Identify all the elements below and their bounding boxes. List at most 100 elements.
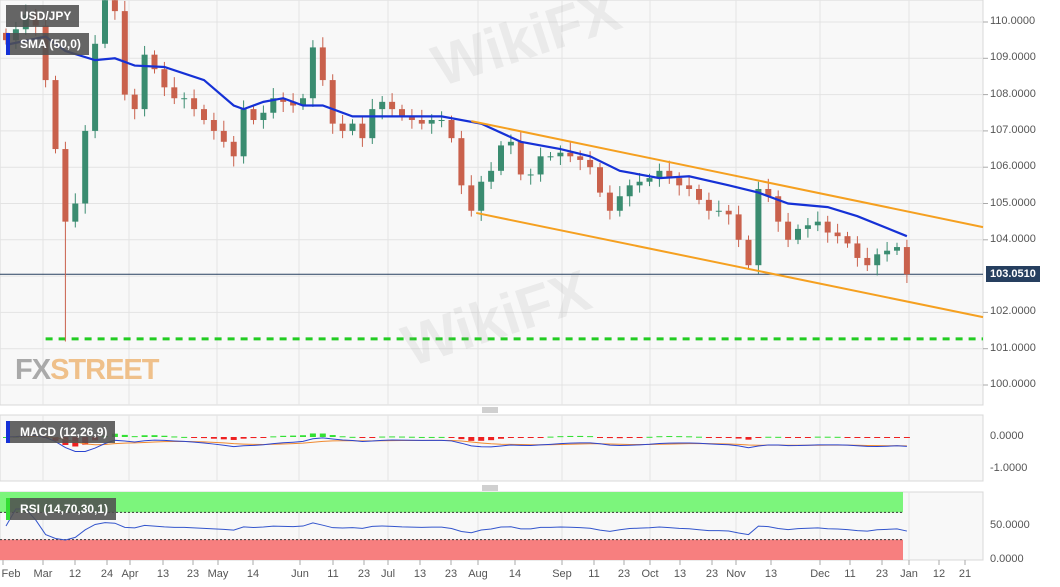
macd-histogram-bar — [418, 436, 425, 438]
candle-body — [72, 203, 79, 222]
macd-histogram-bar — [210, 437, 217, 439]
macd-histogram-bar — [339, 436, 346, 438]
candle-body — [804, 225, 811, 229]
sma-indicator-label[interactable]: SMA (50,0) — [6, 33, 89, 55]
macd-histogram-bar — [894, 437, 900, 438]
candle-body — [62, 149, 69, 222]
candle-body — [428, 120, 435, 124]
candle-body — [854, 243, 861, 258]
last-price-badge: 103.0510 — [986, 266, 1040, 282]
macd-histogram-bar — [606, 437, 613, 439]
macd-histogram-bar — [676, 436, 683, 438]
candle-body — [349, 123, 356, 131]
candle-body — [676, 178, 683, 186]
candle-body — [844, 236, 851, 244]
candle-body — [715, 210, 722, 212]
date-tick-label: Sep — [552, 568, 572, 580]
macd-tick-label: -1.0000 — [990, 462, 1028, 474]
candle-body — [696, 188, 702, 200]
macd-histogram-bar — [517, 437, 524, 438]
candle-body — [300, 98, 306, 106]
price-tick-label: 102.0000 — [990, 305, 1036, 318]
candle-body — [131, 94, 138, 110]
candle-body — [438, 120, 445, 122]
date-tick-label: Aug — [468, 568, 488, 580]
rsi-line — [5, 508, 908, 541]
channel-upper-line — [471, 120, 984, 229]
candle-body — [656, 170, 663, 179]
candle-body — [666, 170, 673, 179]
price-tick-label: 110.0000 — [990, 15, 1036, 27]
macd-histogram-bar — [478, 437, 485, 441]
macd-histogram-bar — [725, 437, 732, 438]
date-tick-label: 11 — [844, 568, 856, 580]
candle-body — [102, 0, 108, 44]
date-tick-label: 14 — [508, 568, 522, 580]
candle-body — [557, 152, 564, 157]
candle-body — [191, 98, 198, 110]
macd-histogram-bar — [290, 435, 297, 437]
candle-body — [785, 221, 792, 240]
macd-histogram-bar — [121, 434, 128, 437]
macd-histogram-bar — [765, 436, 772, 438]
macd-histogram-bar — [686, 436, 693, 438]
candle-body — [339, 123, 346, 131]
rsi-oversold-zone — [0, 539, 903, 560]
candle-body — [616, 196, 623, 211]
macd-histogram-bar — [458, 437, 465, 440]
macd-histogram-bar — [131, 436, 138, 438]
macd-histogram-bar — [557, 436, 564, 438]
candle-body — [686, 185, 693, 189]
candle-body — [755, 188, 762, 266]
candle-body — [280, 98, 287, 102]
candle-body — [141, 54, 148, 110]
macd-indicator-label[interactable]: MACD (12,26,9) — [6, 421, 116, 443]
candle-body — [181, 98, 188, 100]
date-tick-label: 13 — [673, 568, 687, 580]
date-tick-label: 13 — [156, 568, 170, 580]
macd-histogram-bar — [597, 437, 603, 438]
macd-histogram-bar — [151, 435, 158, 437]
macd-histogram-bar — [814, 436, 821, 438]
candle-body — [399, 109, 405, 117]
macd-histogram-bar — [498, 437, 504, 439]
candle-body — [408, 116, 415, 121]
macd-histogram-bar — [329, 435, 336, 437]
candle-body — [309, 47, 316, 99]
macd-histogram-bar — [448, 437, 455, 438]
date-tick-label: 23 — [357, 568, 371, 580]
candle-body — [626, 185, 633, 197]
macd-histogram-bar — [300, 435, 306, 437]
macd-histogram-bar — [834, 436, 841, 438]
candle-body — [705, 199, 712, 211]
candle-body — [290, 101, 297, 106]
date-tick-label: 11 — [588, 568, 600, 580]
candle-body — [250, 109, 257, 121]
candle-body — [260, 112, 267, 121]
macd-histogram-bar — [547, 436, 554, 438]
channel-lower-line — [476, 211, 984, 319]
candle-body — [121, 11, 128, 95]
macd-histogram-bar — [191, 437, 198, 438]
macd-line — [5, 434, 907, 453]
macd-histogram-bar — [399, 436, 405, 438]
price-tick-label: 101.0000 — [990, 341, 1036, 354]
macd-histogram-bar — [250, 437, 257, 439]
candle-body — [329, 80, 336, 124]
date-tick-label: May — [207, 568, 229, 580]
candle-body — [735, 214, 742, 240]
macd-histogram-bar — [745, 437, 752, 440]
candle-body — [725, 210, 732, 215]
candle-body — [210, 120, 217, 131]
rsi-indicator-label[interactable]: RSI (14,70,30,1) — [6, 498, 117, 520]
symbol-label[interactable]: USD/JPY — [6, 5, 80, 27]
fxstreet-logo: FXSTREET — [15, 354, 159, 386]
candle-body — [458, 138, 465, 186]
date-tick-label: Nov — [726, 568, 746, 580]
macd-histogram-bar — [755, 437, 762, 438]
candle-body — [884, 250, 891, 255]
macd-histogram-bar — [507, 437, 514, 438]
candle-body — [418, 120, 425, 124]
candle-body — [517, 141, 524, 175]
